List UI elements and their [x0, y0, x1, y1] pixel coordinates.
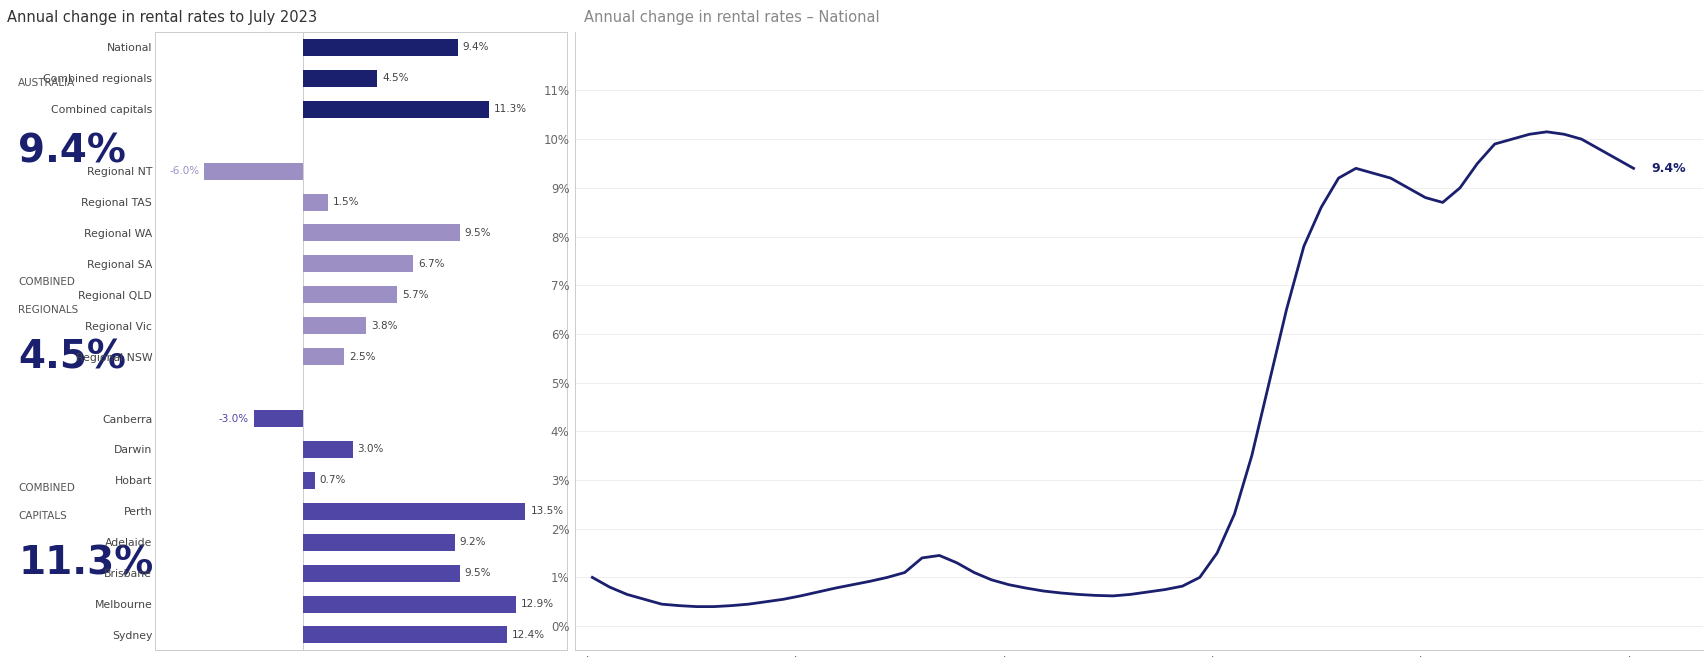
Text: CAPITALS: CAPITALS: [19, 511, 67, 521]
Bar: [304, 533, 454, 551]
Text: 1.5%: 1.5%: [333, 197, 358, 207]
Text: 12.9%: 12.9%: [521, 599, 553, 609]
Text: 3.0%: 3.0%: [357, 444, 384, 455]
Bar: [254, 410, 304, 427]
Bar: [304, 564, 459, 581]
Bar: [304, 441, 352, 458]
Bar: [205, 163, 304, 179]
Bar: [304, 225, 459, 242]
Text: 6.7%: 6.7%: [418, 259, 444, 269]
Bar: [304, 595, 516, 612]
Text: 9.4%: 9.4%: [463, 43, 490, 53]
Text: 9.5%: 9.5%: [464, 568, 490, 578]
Bar: [304, 286, 396, 304]
Text: 5.7%: 5.7%: [401, 290, 428, 300]
Text: 9.2%: 9.2%: [459, 537, 486, 547]
Text: AUSTRALIA: AUSTRALIA: [19, 78, 75, 89]
Bar: [304, 101, 488, 118]
Text: 9.4%: 9.4%: [19, 132, 126, 170]
Text: 3.8%: 3.8%: [370, 321, 398, 330]
Bar: [304, 348, 345, 365]
Text: -3.0%: -3.0%: [218, 413, 249, 424]
Text: 9.5%: 9.5%: [464, 228, 490, 238]
Text: REGIONALS: REGIONALS: [19, 305, 79, 315]
Text: Annual change in rental rates – National: Annual change in rental rates – National: [584, 10, 879, 25]
Bar: [304, 70, 377, 87]
Bar: [304, 627, 507, 643]
Text: -6.0%: -6.0%: [169, 166, 200, 176]
Text: 9.4%: 9.4%: [1651, 162, 1685, 175]
Text: 2.5%: 2.5%: [348, 351, 376, 361]
Text: COMBINED: COMBINED: [19, 277, 75, 286]
Text: COMBINED: COMBINED: [19, 483, 75, 493]
Bar: [304, 503, 526, 520]
Bar: [304, 317, 365, 334]
Text: 12.4%: 12.4%: [512, 630, 545, 640]
Text: 0.7%: 0.7%: [319, 476, 347, 486]
Text: 11.3%: 11.3%: [19, 545, 154, 583]
Text: 13.5%: 13.5%: [531, 507, 563, 516]
Bar: [304, 256, 413, 273]
Text: 4.5%: 4.5%: [19, 338, 126, 376]
Bar: [304, 194, 328, 211]
Bar: [304, 39, 457, 56]
Bar: [304, 472, 314, 489]
Text: Annual change in rental rates to July 2023: Annual change in rental rates to July 20…: [7, 10, 318, 25]
Text: 11.3%: 11.3%: [493, 104, 527, 114]
Text: 4.5%: 4.5%: [382, 74, 408, 83]
